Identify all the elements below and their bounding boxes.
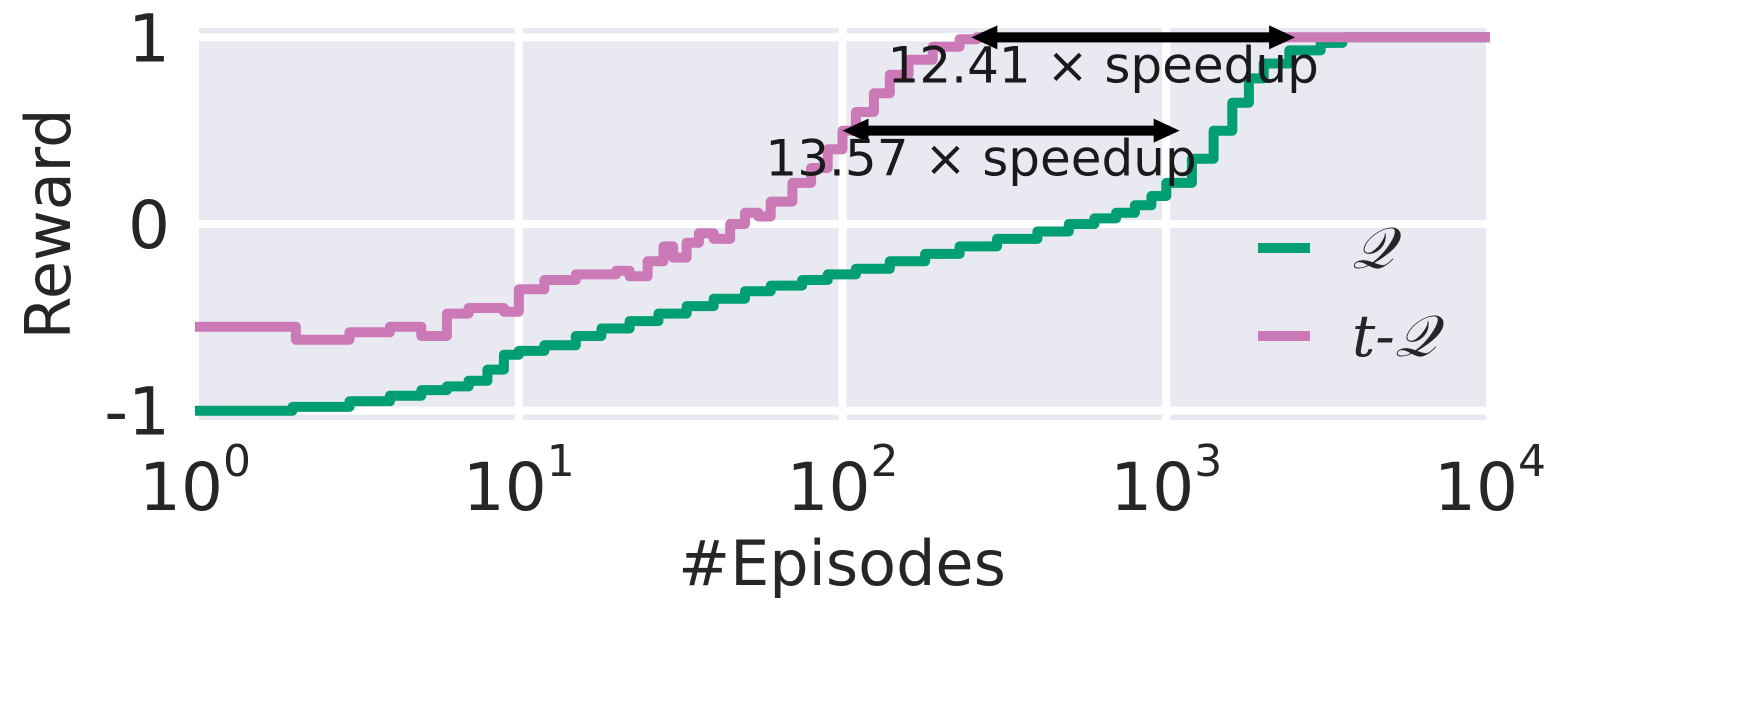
x-tick-label: 101	[463, 436, 575, 526]
x-axis-label: #Episodes	[678, 527, 1006, 600]
legend: 𝒬t-𝒬	[1258, 214, 1445, 370]
arrow-head-right	[1269, 25, 1296, 50]
arrow-head-left	[971, 25, 998, 50]
x-tick-labels: 100 101 102 103 104	[139, 436, 1546, 526]
annotation-layer: 12.41 × speedup 13.57 × speedup	[765, 25, 1319, 188]
series-line-0	[195, 32, 1490, 416]
x-tick-label: 104	[1434, 436, 1546, 526]
x-tick-label: 100	[139, 436, 251, 526]
series-layer	[195, 32, 1490, 416]
y-tick-label: 1	[128, 0, 170, 77]
y-axis-label: Reward	[12, 109, 85, 340]
y-tick-label: 0	[128, 187, 170, 264]
legend-label: t-𝒬	[1352, 302, 1445, 370]
x-tick-label: 102	[787, 436, 899, 526]
x-tick-label: 103	[1110, 436, 1222, 526]
series-line-1	[195, 32, 1490, 345]
speedup-annotation: 12.41 × speedup	[888, 36, 1319, 94]
y-tick-label: -1	[104, 374, 170, 451]
speedup-annotation: 13.57 × speedup	[765, 130, 1196, 188]
arrow-head-left	[842, 118, 869, 143]
y-tick-labels: -1 0 1	[104, 0, 170, 450]
arrow-head-right	[1153, 118, 1180, 143]
